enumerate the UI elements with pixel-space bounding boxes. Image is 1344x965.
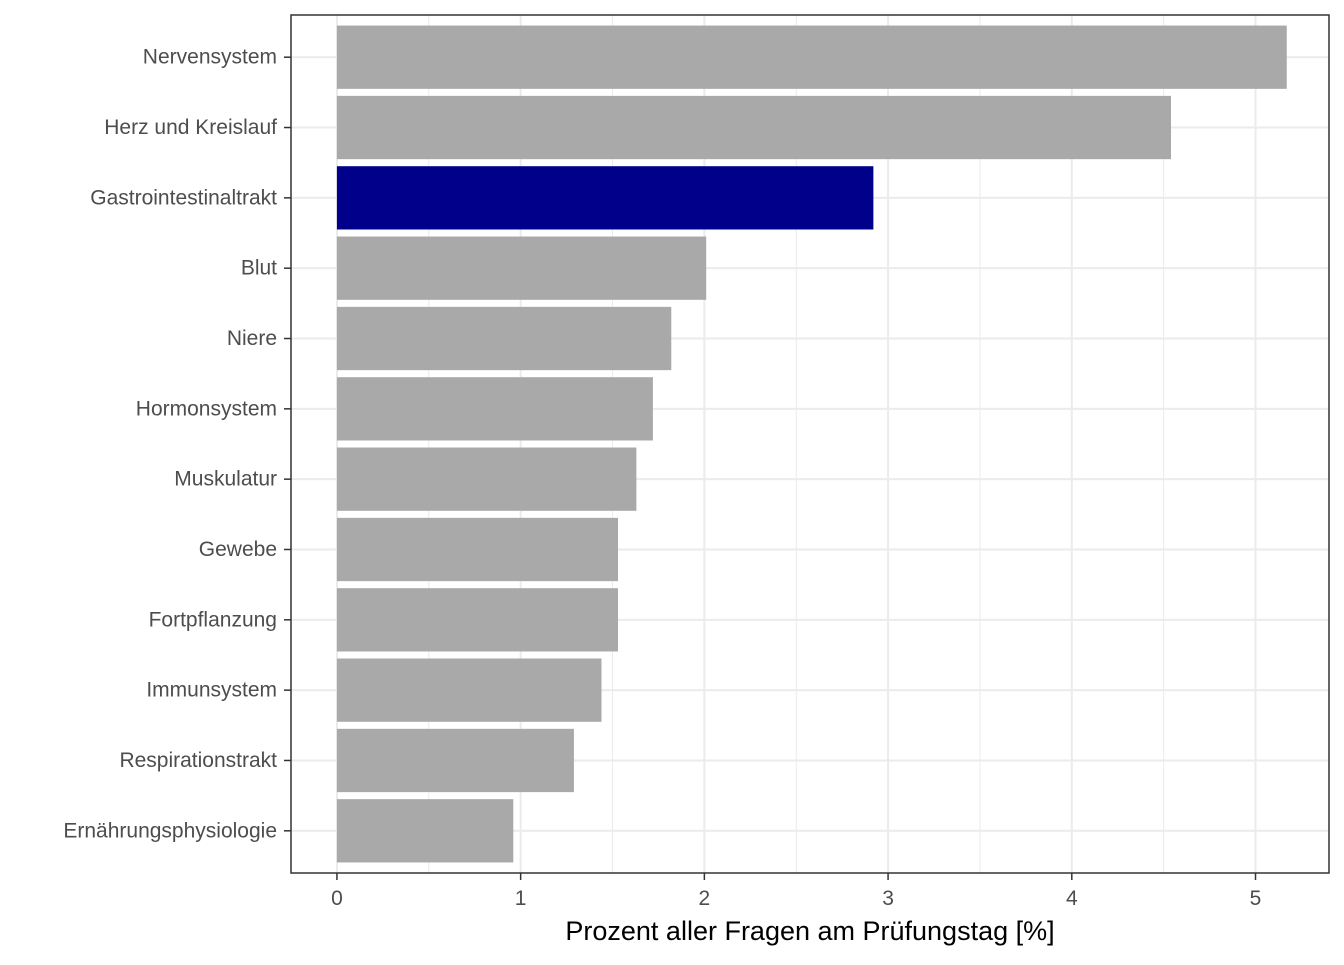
y-tick-label: Hormonsystem — [136, 397, 277, 420]
bar-herz-und-kreislauf — [336, 95, 1172, 160]
bar-fortpflanzung — [336, 588, 619, 652]
y-tick-label: Ernährungsphysiologie — [63, 819, 277, 842]
bar-respirationstrakt — [336, 728, 574, 793]
x-tick-label: 1 — [515, 887, 527, 910]
y-tick-label: Niere — [227, 327, 277, 350]
bar-niere — [336, 306, 672, 371]
x-axis: 0 1 2 3 4 5 — [331, 873, 1261, 910]
bars — [336, 25, 1287, 863]
bar-nervensystem — [336, 25, 1287, 89]
y-tick-label: Fortpflanzung — [149, 608, 277, 631]
y-tick-label: Nervensystem — [143, 46, 277, 69]
x-tick-label: 2 — [699, 887, 711, 910]
y-tick-label: Muskulatur — [174, 468, 277, 491]
x-tick-label: 3 — [882, 887, 894, 910]
y-tick-label: Blut — [241, 257, 277, 280]
y-tick-label: Gewebe — [199, 538, 277, 561]
bar-gewebe — [336, 517, 619, 582]
x-tick-label: 5 — [1250, 887, 1262, 910]
bar-ernährungsphysiologie — [336, 799, 514, 863]
y-tick-label: Immunsystem — [146, 679, 277, 702]
x-axis-title: Prozent aller Fragen am Prüfungstag [%] — [565, 916, 1054, 946]
panel-border — [290, 14, 1330, 874]
bar-blut — [336, 236, 707, 300]
bar-immunsystem — [336, 658, 602, 722]
y-tick-label: Gastrointestinaltrakt — [90, 186, 277, 209]
x-tick-label: 0 — [331, 887, 343, 910]
y-tick-label: Herz und Kreislauf — [104, 116, 277, 139]
x-tick-label: 4 — [1066, 887, 1078, 910]
y-tick-label: Respirationstrakt — [119, 749, 277, 772]
bar-hormonsystem — [336, 377, 653, 441]
bar-gastrointestinaltrakt — [336, 166, 874, 230]
bar-muskulatur — [336, 447, 637, 511]
y-axis: Nervensystem Herz und Kreislauf Gastrointe… — [63, 46, 291, 842]
